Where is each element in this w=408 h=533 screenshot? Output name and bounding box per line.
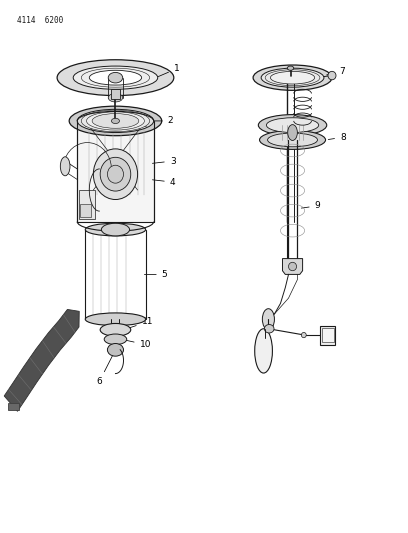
Ellipse shape [108, 93, 123, 102]
Ellipse shape [69, 106, 162, 136]
Ellipse shape [92, 114, 139, 128]
Ellipse shape [60, 157, 70, 176]
Ellipse shape [258, 115, 327, 136]
Ellipse shape [85, 223, 146, 236]
Ellipse shape [57, 60, 174, 95]
Text: 8: 8 [328, 133, 346, 142]
Ellipse shape [81, 110, 150, 132]
Ellipse shape [271, 71, 315, 84]
Bar [111, 90, 120, 99]
Ellipse shape [111, 118, 120, 124]
Bar [80, 204, 91, 217]
Text: 9: 9 [302, 201, 320, 211]
Ellipse shape [89, 70, 142, 85]
Ellipse shape [266, 118, 319, 133]
Ellipse shape [85, 313, 146, 326]
Ellipse shape [259, 131, 326, 149]
Bar [320, 326, 335, 344]
Ellipse shape [104, 334, 127, 344]
Ellipse shape [268, 133, 317, 147]
Text: 4114  6200: 4114 6200 [17, 16, 63, 25]
Ellipse shape [328, 71, 336, 80]
Ellipse shape [255, 329, 273, 373]
Text: 6: 6 [96, 352, 114, 386]
Ellipse shape [288, 125, 297, 140]
Ellipse shape [287, 66, 294, 70]
Ellipse shape [73, 66, 158, 90]
Ellipse shape [100, 324, 131, 336]
Polygon shape [77, 121, 154, 222]
Bar [79, 190, 95, 219]
Ellipse shape [77, 109, 154, 133]
Ellipse shape [264, 325, 274, 333]
Ellipse shape [86, 112, 144, 130]
Ellipse shape [302, 333, 306, 338]
Text: 2: 2 [153, 116, 173, 125]
Ellipse shape [107, 165, 124, 183]
Ellipse shape [100, 157, 131, 191]
Ellipse shape [261, 68, 324, 87]
Text: 10: 10 [124, 340, 151, 349]
Polygon shape [282, 259, 303, 274]
Text: 11: 11 [126, 317, 153, 329]
Text: 3: 3 [153, 157, 175, 166]
Polygon shape [4, 310, 79, 411]
Ellipse shape [107, 343, 124, 356]
Ellipse shape [262, 309, 275, 330]
Ellipse shape [108, 72, 123, 83]
Text: 7: 7 [327, 67, 345, 76]
Ellipse shape [101, 223, 130, 236]
Text: 1: 1 [158, 64, 180, 77]
Ellipse shape [93, 149, 137, 199]
Bar [8, 402, 19, 410]
Bar [322, 328, 334, 342]
Text: 5: 5 [144, 270, 168, 279]
Ellipse shape [253, 65, 332, 90]
Text: 4: 4 [153, 177, 175, 187]
Ellipse shape [288, 262, 297, 271]
